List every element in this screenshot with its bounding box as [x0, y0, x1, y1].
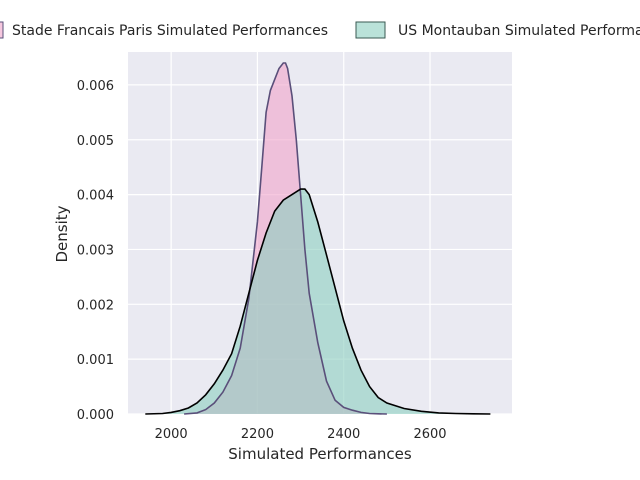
x-tick-label: 2400: [327, 427, 360, 442]
x-tick-label: 2600: [413, 427, 446, 442]
legend-swatch-us-montauban: [355, 21, 386, 39]
y-tick-labels: 0.000 0.001 0.002 0.003 0.004 0.005 0.006: [77, 79, 114, 423]
y-tick-label: 0.000: [77, 408, 114, 423]
y-axis-label: Density: [53, 205, 71, 262]
x-tick-label: 2200: [241, 427, 274, 442]
y-tick-label: 0.004: [77, 189, 114, 204]
legend-swatch-stade-francais: [0, 21, 4, 39]
density-area-series-1: [145, 189, 491, 414]
x-tick-labels: 2000 2200 2400 2600: [155, 427, 447, 442]
y-tick-label: 0.005: [77, 134, 114, 149]
x-axis-label: Simulated Performances: [228, 445, 412, 463]
legend-label-us-montauban: US Montauban Simulated Performances: [398, 23, 640, 39]
x-tick-label: 2000: [155, 427, 188, 442]
density-series: [145, 62, 491, 415]
y-tick-label: 0.001: [77, 353, 114, 368]
y-tick-label: 0.006: [77, 79, 114, 94]
legend-label-stade-francais: Stade Francais Paris Simulated Performan…: [12, 23, 328, 39]
legend: Stade Francais Paris Simulated Performan…: [0, 21, 640, 39]
y-tick-label: 0.003: [77, 243, 114, 258]
density-line-series-0: [184, 62, 387, 415]
y-tick-label: 0.002: [77, 298, 114, 313]
density-line-series-1: [145, 188, 491, 415]
